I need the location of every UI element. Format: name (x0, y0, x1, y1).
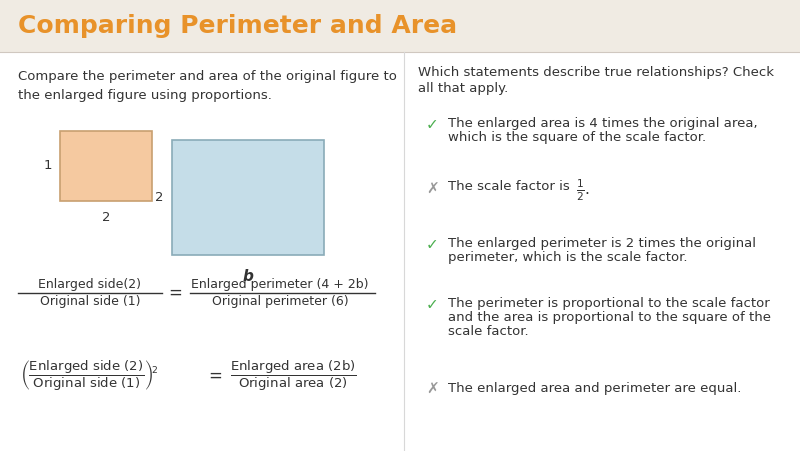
Text: Compare the perimeter and area of the original figure to
the enlarged figure usi: Compare the perimeter and area of the or… (18, 70, 397, 102)
Text: scale factor.: scale factor. (448, 325, 529, 338)
Text: ✓: ✓ (426, 297, 438, 312)
Text: The enlarged perimeter is 2 times the original: The enlarged perimeter is 2 times the or… (448, 237, 756, 250)
Text: b: b (242, 269, 254, 284)
Text: Original side (1): Original side (1) (40, 295, 140, 308)
Text: The scale factor is: The scale factor is (448, 180, 574, 193)
Text: and the area is proportional to the square of the: and the area is proportional to the squa… (448, 311, 771, 324)
Text: 2: 2 (155, 191, 164, 204)
Text: ✓: ✓ (426, 237, 438, 252)
Bar (172, 140, 324, 255)
Text: The enlarged area is 4 times the original area,: The enlarged area is 4 times the origina… (448, 117, 758, 130)
Text: 2: 2 (102, 211, 110, 224)
Text: which is the square of the scale factor.: which is the square of the scale factor. (448, 131, 706, 144)
Text: ✗: ✗ (426, 382, 438, 397)
Text: perimeter, which is the scale factor.: perimeter, which is the scale factor. (448, 251, 687, 264)
Text: all that apply.: all that apply. (418, 82, 508, 95)
Bar (0, 0, 800, 52)
Text: Enlarged side(2): Enlarged side(2) (38, 278, 142, 291)
Text: Which statements describe true relationships? Check: Which statements describe true relations… (418, 66, 774, 79)
Text: $\dfrac{\rm Enlarged\ area\ (2b)}{\rm Original\ area\ (2)}$: $\dfrac{\rm Enlarged\ area\ (2b)}{\rm Or… (230, 359, 357, 393)
Text: $\frac{1}{2}$.: $\frac{1}{2}$. (576, 178, 590, 203)
Text: =: = (168, 284, 182, 302)
Text: Original perimeter (6): Original perimeter (6) (212, 295, 348, 308)
Text: The enlarged area and perimeter are equal.: The enlarged area and perimeter are equa… (448, 382, 742, 395)
Text: Comparing Perimeter and Area: Comparing Perimeter and Area (18, 14, 457, 38)
Text: 1: 1 (43, 159, 52, 172)
Bar (60, 131, 152, 201)
Text: $\left(\dfrac{\rm Enlarged\ side\ (2)}{\rm Original\ side\ (1)}\right)^{\!2}$: $\left(\dfrac{\rm Enlarged\ side\ (2)}{\… (20, 359, 158, 393)
Text: =: = (208, 367, 222, 385)
Text: Enlarged perimeter (4 + 2b): Enlarged perimeter (4 + 2b) (191, 278, 369, 291)
Text: ✓: ✓ (426, 117, 438, 132)
Text: ✗: ✗ (426, 182, 438, 197)
Text: The perimeter is proportional to the scale factor: The perimeter is proportional to the sca… (448, 297, 770, 310)
